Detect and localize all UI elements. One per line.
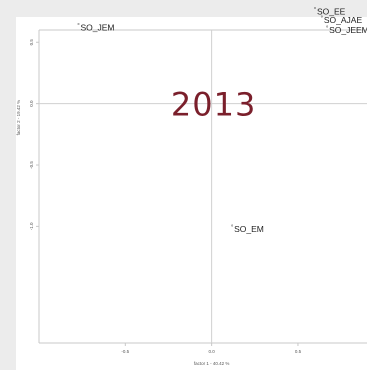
data-point-marker: ° bbox=[320, 15, 323, 22]
data-points: ° SO_JEM° SO_EE° SO_AJAE° SO_JEEM° SO_EM bbox=[77, 7, 367, 234]
data-point-label: SO_EM bbox=[234, 224, 264, 234]
x-axis-ticks: -0.5 0.0 0.5 bbox=[121, 343, 302, 354]
data-point-marker: ° bbox=[313, 7, 316, 14]
data-point-marker: ° bbox=[231, 224, 234, 231]
x-tick-label: -0.5 bbox=[121, 349, 129, 354]
y-tick-label: -1.0 bbox=[29, 222, 34, 230]
y-tick-label: 0.0 bbox=[29, 100, 34, 107]
x-axis-label: factor 1 - 40.42 % bbox=[194, 361, 230, 366]
x-tick-label: 0.0 bbox=[208, 349, 215, 354]
y-axis-ticks: 0.5 0.0 -0.5 -1.0 bbox=[29, 39, 39, 230]
y-tick-label: -0.5 bbox=[29, 161, 34, 169]
chart-panel bbox=[16, 17, 367, 370]
data-point-label: SO_JEM bbox=[80, 23, 114, 33]
data-point-label: SO_EE bbox=[317, 7, 346, 17]
year-watermark: 2013 bbox=[171, 86, 256, 124]
data-point-label: SO_JEEM bbox=[329, 25, 367, 35]
data-point-label: SO_AJAE bbox=[324, 15, 363, 25]
x-tick-label: 0.5 bbox=[295, 349, 302, 354]
y-axis-label: factor 2 - 19.42 % bbox=[16, 100, 21, 136]
data-point-marker: ° bbox=[77, 23, 80, 30]
data-point-marker: ° bbox=[326, 25, 329, 32]
y-tick-label: 0.5 bbox=[29, 39, 34, 46]
